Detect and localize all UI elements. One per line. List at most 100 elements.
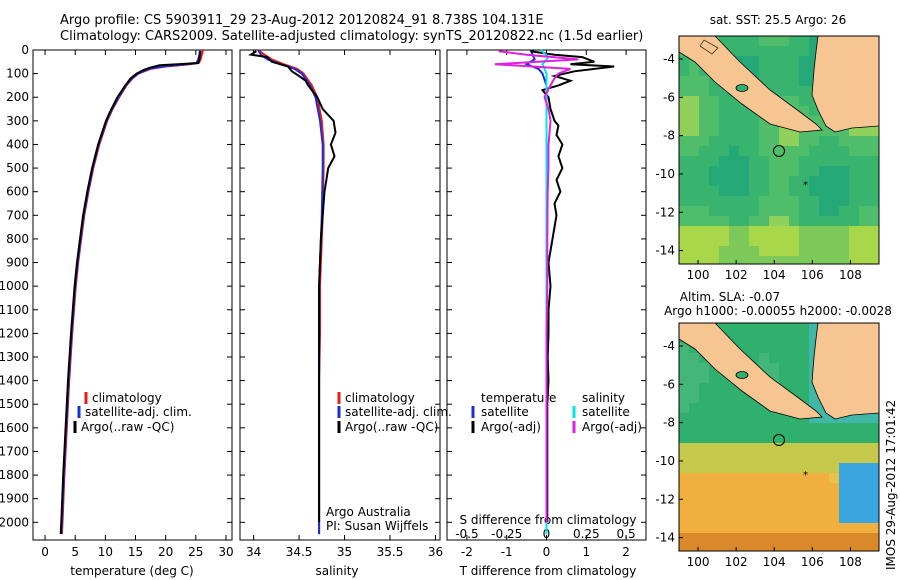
sla-cells-cell-10-11 bbox=[789, 423, 799, 433]
sst-cells-cell-18-8 bbox=[759, 216, 769, 226]
sst-cells-cell-19-2 bbox=[699, 226, 709, 236]
sst-cells-cell-12-10 bbox=[779, 156, 789, 166]
sst-cells-cell-20-10 bbox=[779, 236, 789, 246]
sst-cells-cell-20-6 bbox=[739, 236, 749, 246]
sla-cells-cell-9-2 bbox=[699, 413, 709, 423]
sla-cells-cell-15-18 bbox=[859, 473, 869, 483]
sla-cells-cell-10-13 bbox=[809, 423, 819, 433]
diff-legend-s-satellite-label: satellite bbox=[582, 405, 630, 419]
sst-cells-cell-21-13 bbox=[809, 246, 819, 256]
depth-tick-label-10: 1000 bbox=[0, 279, 29, 293]
sla-cells-cell-19-16 bbox=[839, 513, 849, 523]
diff-legend-s-argo-label: Argo(-adj) bbox=[582, 420, 642, 434]
sla-cells-cell-20-11 bbox=[789, 523, 799, 533]
sla-cells-cell-21-10 bbox=[779, 533, 789, 543]
sst-cells-cell-12-5 bbox=[729, 156, 739, 166]
sst-cells-cell-13-18 bbox=[859, 166, 869, 176]
sla-cells-cell-19-5 bbox=[729, 513, 739, 523]
sla-cells-cell-10-15 bbox=[829, 423, 839, 433]
sla-cells-cell-18-9 bbox=[769, 503, 779, 513]
depth-tick-label-12: 1200 bbox=[0, 326, 29, 340]
sst-cells-cell-7-3 bbox=[709, 106, 719, 116]
sst-map-title: sat. SST: 25.5 Argo: 26 bbox=[710, 13, 847, 27]
sst-cells-cell-22-1 bbox=[689, 256, 699, 264]
sst-cells-cell-13-1 bbox=[689, 166, 699, 176]
sst-cells-cell-14-19 bbox=[869, 176, 879, 186]
sst-cells-cell-11-6 bbox=[739, 146, 749, 156]
sst-cells-cell-6-5 bbox=[729, 96, 739, 106]
sst-cells-cell-17-1 bbox=[689, 206, 699, 216]
sla-cells-cell-8-8 bbox=[759, 403, 769, 413]
sst-cells-cell-10-0 bbox=[679, 136, 689, 146]
sla-cells-cell-1-7 bbox=[749, 333, 759, 343]
sst-map-ytick-label-5: -14 bbox=[655, 244, 675, 258]
sst-cells-cell-2-7 bbox=[749, 56, 759, 66]
sla-cells-cell-1-6 bbox=[739, 333, 749, 343]
sla-cells-cell-14-4 bbox=[719, 463, 729, 473]
sla-cells-cell-11-17 bbox=[849, 433, 859, 443]
sla-cells-cell-7-5 bbox=[729, 393, 739, 403]
sst-cells-cell-22-10 bbox=[779, 256, 789, 264]
d-series-0 bbox=[524, 49, 548, 535]
sst-cells-cell-15-12 bbox=[799, 186, 809, 196]
sst-cells-cell-20-18 bbox=[859, 236, 869, 246]
sst-cells-cell-17-17 bbox=[849, 206, 859, 216]
sal-legend-climatology-label: climatology bbox=[345, 391, 415, 405]
sst-cells-cell-11-18 bbox=[859, 146, 869, 156]
sst-cells-cell-13-14 bbox=[819, 166, 829, 176]
salinity-xlabel: salinity bbox=[315, 564, 358, 578]
sst-cells-cell-14-13 bbox=[809, 176, 819, 186]
sla-cells-cell-15-10 bbox=[779, 473, 789, 483]
sla-cells-cell-15-2 bbox=[699, 473, 709, 483]
sst-cells-cell-20-15 bbox=[829, 236, 839, 246]
sst-cells-cell-13-5 bbox=[729, 166, 739, 176]
header-line-1: Argo profile: CS 5903911_29 23-Aug-2012 … bbox=[60, 13, 544, 28]
sst-cells-cell-10-12 bbox=[799, 136, 809, 146]
sla-cells-cell-19-4 bbox=[719, 513, 729, 523]
sla-cells-cell-20-3 bbox=[709, 523, 719, 533]
sla-cells-cell-4-0 bbox=[679, 363, 689, 373]
sst-cells-cell-10-5 bbox=[729, 136, 739, 146]
sla-cells-cell-3-10 bbox=[779, 353, 789, 363]
depth-tick-label-6: 600 bbox=[6, 185, 29, 199]
sst-cells-cell-22-11 bbox=[789, 256, 799, 264]
sst-cells-cell-4-10 bbox=[779, 76, 789, 86]
sla-cells-cell-18-12 bbox=[799, 503, 809, 513]
sst-cells-cell-11-5 bbox=[729, 146, 739, 156]
sst-cells-cell-21-16 bbox=[839, 246, 849, 256]
sla-cells-cell-18-1 bbox=[689, 503, 699, 513]
sst-cells-cell-22-13 bbox=[809, 256, 819, 264]
sst-cells-cell-16-0 bbox=[679, 196, 689, 206]
sla-cells-cell-8-3 bbox=[709, 403, 719, 413]
sst-cells-cell-7-12 bbox=[799, 106, 809, 116]
sst-cells-cell-14-14 bbox=[819, 176, 829, 186]
sst-cells-cell-21-1 bbox=[689, 246, 699, 256]
sla-argo-location-marker bbox=[773, 434, 785, 446]
sla-cells-cell-11-7 bbox=[749, 433, 759, 443]
sla-cells-cell-18-15 bbox=[829, 503, 839, 513]
sst-cells-cell-21-11 bbox=[789, 246, 799, 256]
sla-cells-cell-7-13 bbox=[809, 393, 819, 403]
sst-cells-cell-12-6 bbox=[739, 156, 749, 166]
d-series-1 bbox=[530, 50, 615, 523]
sla-cells-cell-13-8 bbox=[759, 453, 769, 463]
sla-cells-cell-22-12 bbox=[799, 543, 809, 551]
depth-tick-label-19: 1900 bbox=[0, 492, 29, 506]
sla-cells-cell-18-16 bbox=[839, 503, 849, 513]
sst-cells-cell-11-3 bbox=[709, 146, 719, 156]
sla-cells-cell-16-9 bbox=[769, 483, 779, 493]
sla-cells-cell-10-0 bbox=[679, 423, 689, 433]
sst-cells-cell-2-11 bbox=[789, 56, 799, 66]
sst-cells-cell-10-7 bbox=[749, 136, 759, 146]
sla-cells-cell-18-14 bbox=[819, 503, 829, 513]
sla-cells-cell-15-9 bbox=[769, 473, 779, 483]
sla-cells-cell-1-8 bbox=[759, 333, 769, 343]
sla-cells-cell-4-9 bbox=[769, 363, 779, 373]
sla-cells-cell-14-12 bbox=[799, 463, 809, 473]
sst-cells-cell-11-11 bbox=[789, 146, 799, 156]
t-xtick-label-0: 0 bbox=[41, 545, 49, 559]
sst-cells-cell-8-4 bbox=[719, 116, 729, 126]
sst-cells-cell-4-11 bbox=[789, 76, 799, 86]
depth-tick-label-3: 300 bbox=[6, 114, 29, 128]
sla-cells-cell-14-9 bbox=[769, 463, 779, 473]
